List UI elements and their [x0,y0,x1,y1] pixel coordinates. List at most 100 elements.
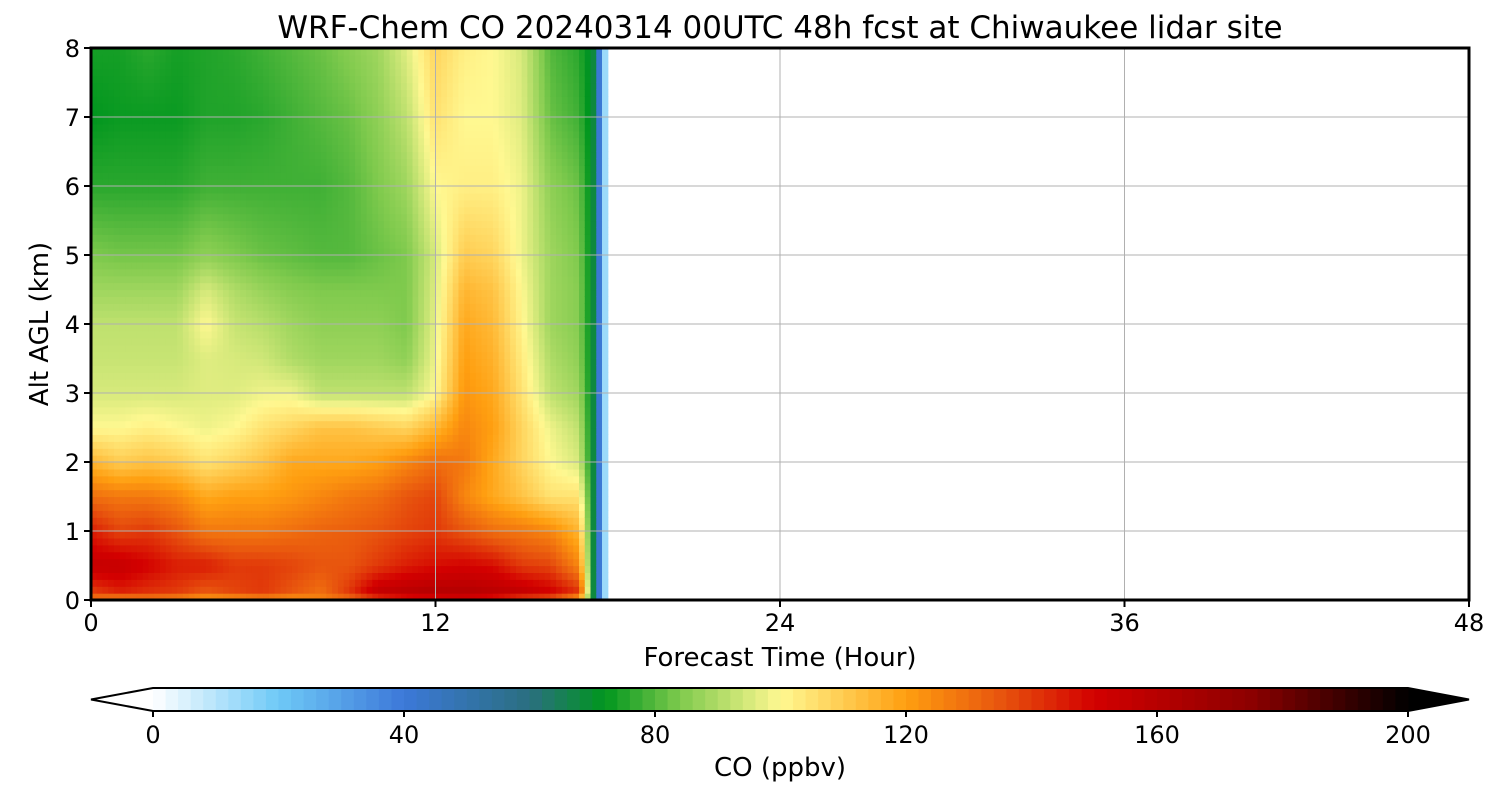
heatmap-cell [194,434,201,442]
heatmap-cell [435,275,442,284]
heatmap-cell [136,117,144,125]
heatmap-cell [246,365,253,373]
heatmap-cell [401,220,408,228]
heatmap-cell [291,96,299,104]
heatmap-cell [355,213,362,222]
heatmap-cell [228,317,236,325]
heatmap-cell [165,151,172,159]
heatmap-cell [200,351,207,360]
heatmap-cell [177,82,184,90]
heatmap-cell [113,289,121,297]
heatmap-cell [211,344,218,353]
heatmap-cell [125,48,132,56]
heatmap-cell [441,186,448,194]
heatmap-cell [148,123,155,132]
heatmap-cell [136,489,144,498]
heatmap-cell [332,496,339,504]
heatmap-cell [125,89,132,97]
heatmap-cell [349,531,356,539]
heatmap-cell [268,275,276,284]
heatmap-cell [251,75,259,84]
heatmap-cell [320,413,328,422]
heatmap-cell [194,579,201,587]
heatmap-cell [194,489,201,498]
heatmap-cell [257,110,264,118]
heatmap-cell [406,448,414,456]
heatmap-cell [205,337,213,346]
heatmap-cell [332,255,339,263]
heatmap-cell [291,579,299,587]
heatmap-cell [211,393,218,401]
heatmap-cell [366,572,373,580]
heatmap-cell [228,158,236,166]
heatmap-cell [102,537,109,546]
heatmap-cell [378,103,385,111]
heatmap-cell [223,496,230,504]
heatmap-cell [142,275,150,284]
heatmap-cell [217,303,224,311]
heatmap-cell [165,255,172,263]
heatmap-cell [136,393,144,401]
heatmap-cell [205,558,213,567]
heatmap-cell [280,75,287,84]
heatmap-cell [136,351,144,360]
heatmap-cell [125,434,132,442]
heatmap-cell [136,441,144,449]
heatmap-cell [314,110,322,118]
heatmap-cell [268,179,276,187]
heatmap-cell [424,586,431,594]
heatmap-cell [223,420,230,429]
heatmap-cell [263,344,270,353]
heatmap-cell [383,572,391,580]
heatmap-cell [424,82,431,90]
heatmap-cell [429,151,437,159]
heatmap-cell [211,455,218,463]
heatmap-cell [320,213,328,222]
heatmap-cell [309,282,316,291]
heatmap-cell [182,130,190,139]
heatmap-cell [291,234,299,242]
heatmap-cell [309,524,316,532]
heatmap-cell [246,103,253,111]
heatmap-cell [200,482,207,491]
heatmap-cell [314,199,322,208]
heatmap-cell [96,586,104,594]
heatmap-cell [125,130,132,139]
heatmap-cell [441,344,448,353]
heatmap-cell [119,303,127,311]
heatmap-cell [251,434,259,442]
heatmap-cell [412,565,419,573]
heatmap-cell [188,399,195,408]
heatmap-cell [389,103,396,111]
heatmap-cell [406,386,414,394]
heatmap-cell [286,199,293,208]
heatmap-cell [286,268,293,277]
heatmap-cell [378,227,385,235]
heatmap-cell [429,282,437,291]
heatmap-cell [383,110,391,118]
heatmap-cell [366,565,373,573]
heatmap-cell [286,475,293,484]
heatmap-cell [113,358,121,366]
heatmap-cell [286,75,293,84]
heatmap-cell [280,54,287,63]
heatmap-cell [401,213,408,222]
heatmap-cell [251,234,259,242]
heatmap-cell [406,496,414,504]
heatmap-cell [136,261,144,270]
heatmap-cell [263,144,270,153]
heatmap-cell [108,158,115,166]
heatmap-cell [349,468,356,477]
heatmap-cell [349,379,356,387]
heatmap-cell [217,310,224,318]
heatmap-cell [223,427,230,435]
heatmap-cell [205,482,213,491]
heatmap-cell [96,517,104,525]
heatmap-cell [211,248,218,256]
heatmap-cell [108,517,115,525]
heatmap-cell [291,289,299,297]
heatmap-cell [372,75,379,84]
heatmap-cell [268,537,276,546]
heatmap-cell [108,172,115,180]
heatmap-cell [131,441,138,449]
